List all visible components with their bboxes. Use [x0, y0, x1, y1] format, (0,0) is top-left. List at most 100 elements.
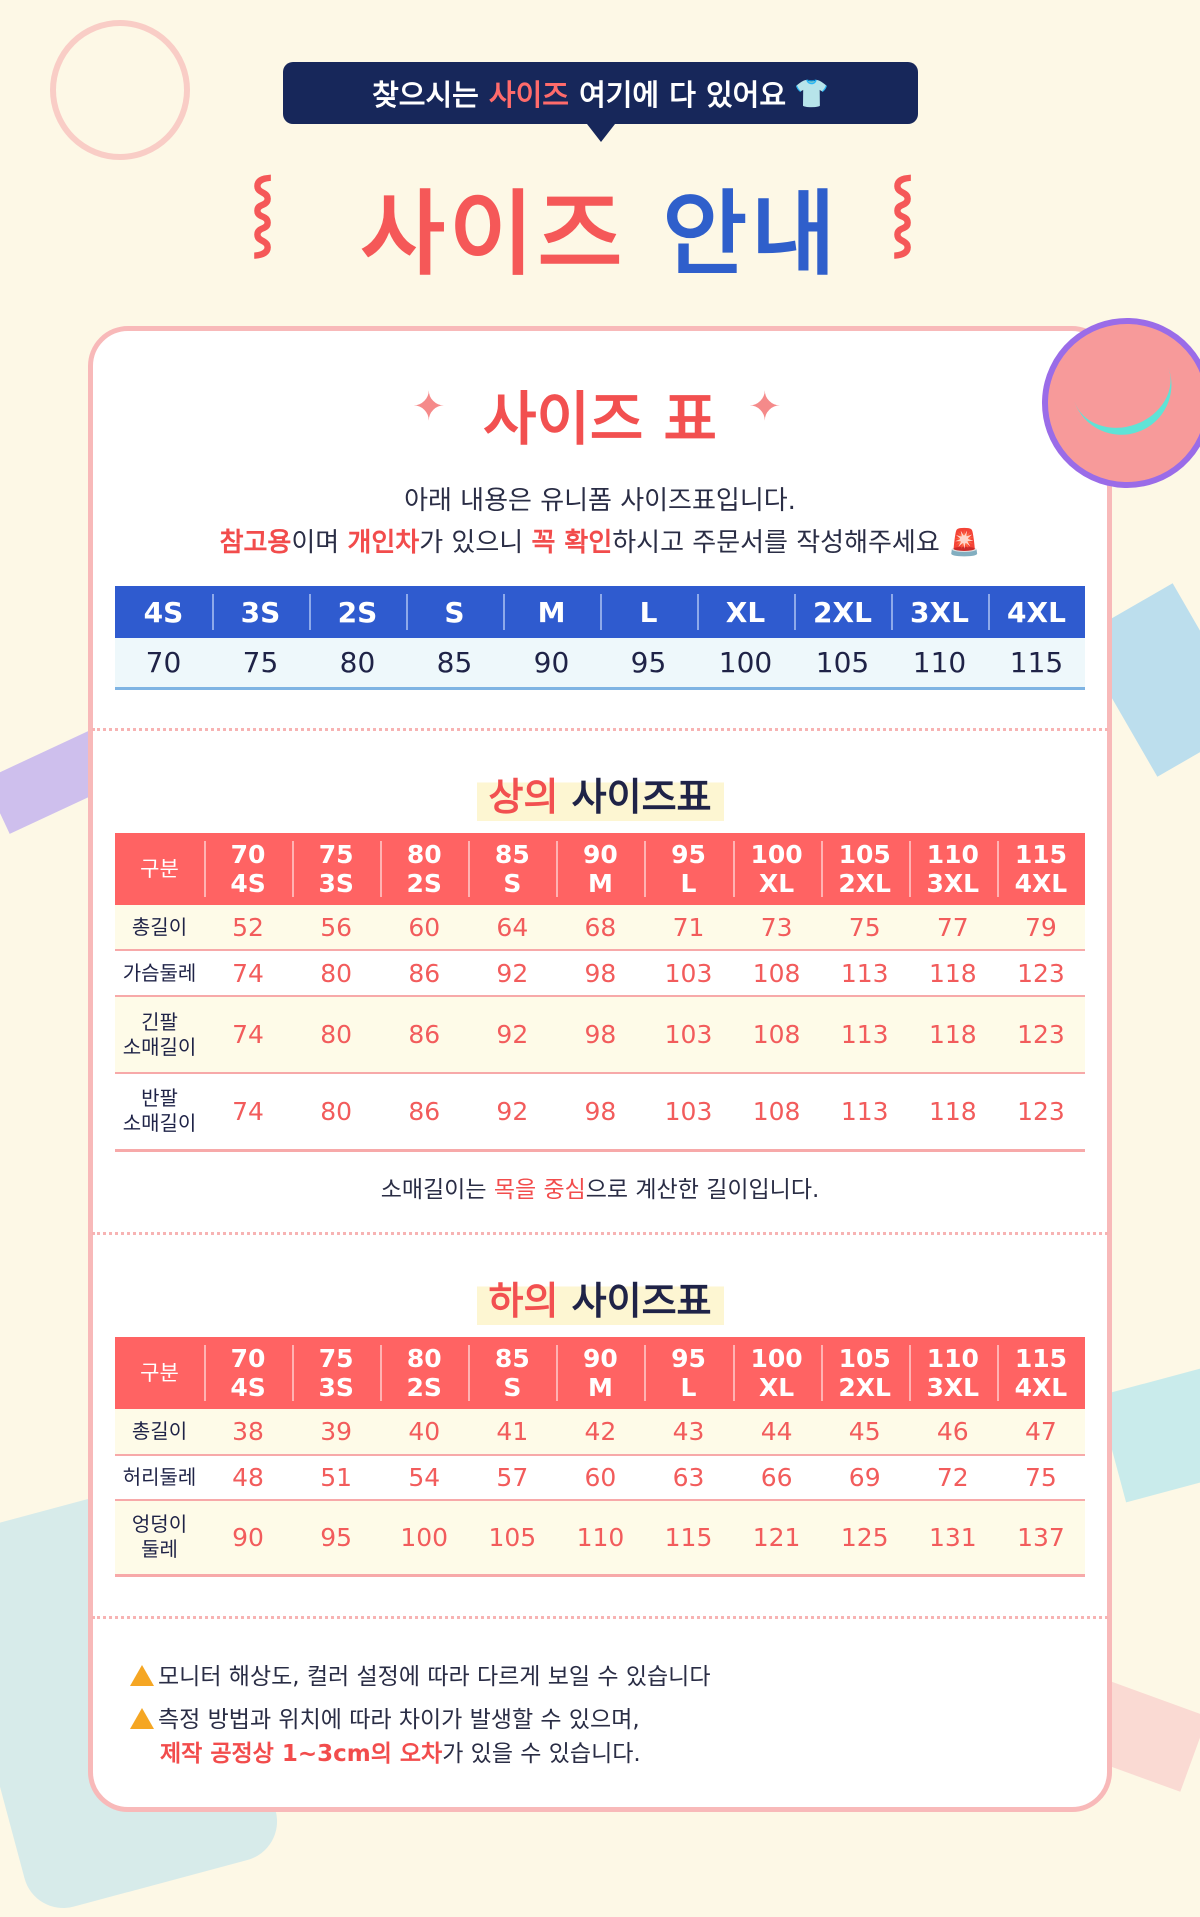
row-label: 가슴둘레	[115, 950, 204, 997]
header-text: 4XL	[1014, 869, 1068, 898]
header-cell: 105 2XL	[820, 1337, 909, 1409]
header-text: S	[503, 1373, 522, 1402]
header-cell: 100 XL	[732, 1337, 821, 1409]
header-text: 70	[230, 1344, 266, 1373]
header-cell: 115 4XL	[996, 833, 1085, 905]
flower-doodle-icon	[50, 20, 190, 160]
header-cell: 70 4S	[204, 1337, 293, 1409]
value-cell: 125	[820, 1500, 909, 1577]
header-cell: 85 S	[468, 1337, 557, 1409]
header-cell: 구분	[115, 1337, 204, 1409]
header-cell: 75 3S	[292, 833, 381, 905]
bottom-size-table: 구분 70 4S 75 3S 80 2S 85 S 90 M 95 L 100 XL 105 2XL 110 3XL…	[115, 1337, 1085, 1577]
row-label: 엉덩이 둘레	[115, 1500, 204, 1577]
value-cell: 72	[908, 1455, 997, 1501]
row-label: 총길이	[115, 1409, 204, 1456]
size-number: 85	[436, 646, 473, 679]
header-text: 구분	[140, 1360, 179, 1385]
table-row: 엉덩이 둘레 90 95 100 105 110 115 121 125 131 137	[115, 1500, 1085, 1577]
header-text: 110	[926, 1344, 979, 1373]
value-cell: 80	[292, 1073, 381, 1152]
warning-3: 제작 공정상 1~3cm의 오차가 있을 수 있습니다.	[160, 1741, 641, 1767]
warning-icon	[130, 1665, 154, 1686]
value-cell: 77	[908, 905, 997, 951]
header-text: 3S	[318, 869, 354, 898]
header-text: 2S	[406, 869, 442, 898]
size-number: 80	[339, 646, 376, 679]
value-cell: 113	[820, 996, 909, 1074]
header-text: L	[680, 869, 697, 898]
size-number: 75	[242, 646, 279, 679]
value-cell: 137	[996, 1500, 1085, 1577]
value-cell: 38	[204, 1409, 293, 1456]
size-label: S	[406, 586, 503, 638]
value-cell: 41	[468, 1409, 557, 1456]
table-row: 긴팔 소매길이 74 80 86 92 98 103 108 113 118 123	[115, 996, 1085, 1074]
banner-text: 찾으시는	[372, 78, 489, 112]
header-text: 100	[750, 1344, 803, 1373]
row-label-text: 허리둘레	[122, 1465, 197, 1489]
page-title: 사이즈 안내	[360, 181, 840, 288]
value-cell: 80	[292, 950, 381, 997]
value-cell: 113	[820, 1073, 909, 1152]
header-cell: 75 3S	[292, 1337, 381, 1409]
value-cell: 90	[204, 1500, 293, 1577]
size-label: 4XL	[988, 586, 1085, 638]
row-label-text: 반팔	[141, 1086, 178, 1111]
header-text: 95	[671, 840, 706, 869]
header-text: 105	[838, 1344, 891, 1373]
value-cell: 56	[292, 905, 381, 951]
value-cell: 118	[908, 950, 997, 997]
value-cell: 44	[732, 1409, 821, 1456]
row-label: 긴팔 소매길이	[115, 996, 204, 1074]
value-cell: 123	[996, 1073, 1085, 1152]
warning-1: 모니터 해상도, 컬러 설정에 따라 다르게 보일 수 있습니다	[130, 1657, 710, 1691]
header-text: 85	[494, 1344, 530, 1373]
value-cell: 54	[380, 1455, 469, 1501]
size-label: 3XL	[891, 586, 988, 638]
row-label-text: 둘레	[141, 1537, 178, 1562]
header-text: 80	[406, 840, 442, 869]
header-cell: 80 2S	[380, 1337, 469, 1409]
value-cell: 98	[556, 1073, 645, 1152]
header-cell: 90 M	[556, 1337, 645, 1409]
value-cell: 100	[380, 1500, 469, 1577]
value-cell: 123	[996, 996, 1085, 1074]
header-cell: 70 4S	[204, 833, 293, 905]
header-text: 80	[406, 1344, 442, 1373]
header-cell: 110 3XL	[908, 833, 997, 905]
row-label-text: 소매길이	[122, 1111, 197, 1136]
bottom-size-title: 하의 사이즈표	[0, 1270, 1200, 1325]
header-text: 구분	[140, 856, 179, 881]
value-cell: 86	[380, 1073, 469, 1152]
header-text: 105	[838, 840, 891, 869]
header-text: XL	[759, 1373, 795, 1402]
header-cell: 구분	[115, 833, 204, 905]
banner-bubble: 찾으시는 사이즈 여기에 다 있어요 👕	[283, 62, 918, 142]
divider	[92, 1232, 1108, 1235]
sparkle-left-icon: ✦	[412, 384, 446, 430]
row-label-text: 총길이	[131, 1419, 188, 1443]
value-cell: 75	[820, 905, 909, 951]
table-header-row: 구분 70 4S 75 3S 80 2S 85 S 90 M 95 L 100 XL 105 2XL 110 3XL…	[115, 833, 1085, 905]
value-cell: 121	[732, 1500, 821, 1577]
header-text: 4S	[230, 1373, 266, 1402]
header-text: 4XL	[1014, 1373, 1068, 1402]
section-title: 사이즈 표	[483, 385, 717, 453]
banner-highlight: 사이즈	[488, 78, 569, 112]
value-cell: 108	[732, 996, 821, 1074]
header-text: 110	[926, 840, 979, 869]
value-cell: 40	[380, 1409, 469, 1456]
table-row: 허리둘레 48 51 54 57 60 63 66 69 72 75	[115, 1455, 1085, 1501]
header-text: 2S	[406, 1373, 442, 1402]
header-cell: 80 2S	[380, 833, 469, 905]
siren-icon: 🚨	[948, 528, 981, 558]
size-label: 2S	[309, 586, 406, 638]
row-label-text: 소매길이	[122, 1034, 197, 1059]
size-label: 3S	[212, 586, 309, 638]
value-cell: 73	[732, 905, 821, 951]
header-cell: 95 L	[644, 1337, 733, 1409]
header-text: 115	[1014, 840, 1068, 869]
size-number: 110	[912, 646, 967, 679]
size-label: 2XL	[794, 586, 891, 638]
